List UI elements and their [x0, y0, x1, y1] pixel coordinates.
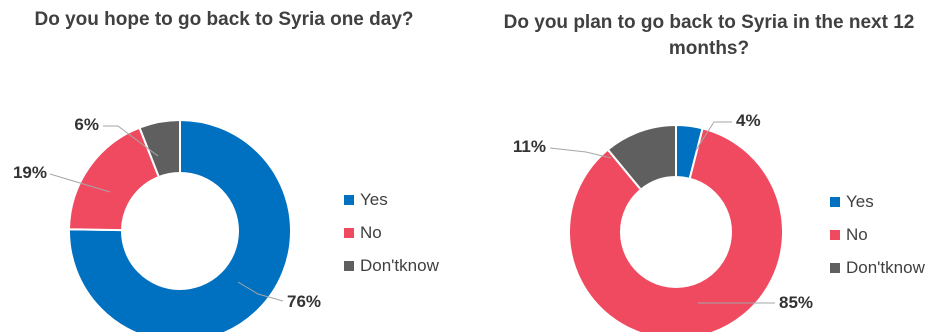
legend-item-dont-know: Don'tknow	[344, 256, 439, 276]
legend-label: Yes	[360, 190, 388, 209]
slice-dont-know	[138, 118, 181, 179]
leader-line	[49, 173, 111, 193]
slice-yes	[68, 118, 292, 332]
donut-chart: 76% 19% 6%	[13, 115, 321, 332]
donut-chart: 4% 85% 11%	[513, 111, 813, 332]
legend-item-yes: Yes	[344, 190, 439, 210]
data-label: 4%	[736, 111, 761, 130]
data-label: 11%	[513, 137, 546, 156]
data-label: 76%	[287, 292, 321, 311]
slice-dont-know	[606, 123, 677, 192]
legend-label: Yes	[846, 192, 874, 211]
legend-item-yes: Yes	[830, 192, 925, 212]
chart-legend: Yes No Don'tknow	[344, 190, 439, 289]
legend-label: No	[846, 225, 868, 244]
legend-swatch	[344, 228, 354, 238]
leader-line	[695, 121, 732, 151]
legend-swatch	[344, 195, 354, 205]
chart-plan-return: 4% 85% 11% Do you plan to go back to Syria…	[466, 0, 932, 332]
legend-swatch	[830, 263, 840, 273]
legend-item-no: No	[344, 223, 439, 243]
legend-label: Don'tknow	[360, 256, 439, 275]
chart-title: Do you plan to go back to Syria in the n…	[503, 12, 915, 59]
chart-title: Do you hope to go back to Syria one day?	[34, 9, 414, 30]
chart-legend: Yes No Don'tknow	[830, 192, 925, 291]
chart-hope-return: 76% 19% 6% Do you hope to go back to Syria…	[13, 9, 439, 332]
legend-label: Don'tknow	[846, 258, 925, 277]
legend-swatch	[830, 197, 840, 207]
data-label: 85%	[779, 293, 813, 312]
legend-item-dont-know: Don'tknow	[830, 258, 925, 278]
leader-line	[549, 147, 612, 159]
slice-no	[568, 127, 784, 332]
legend-swatch	[830, 230, 840, 240]
data-label: 19%	[13, 163, 47, 182]
leader-line	[103, 125, 159, 157]
legend-item-no: No	[830, 225, 925, 245]
leader-line	[237, 281, 284, 302]
data-label: 6%	[74, 115, 99, 134]
legend-label: No	[360, 223, 382, 242]
legend-swatch	[344, 261, 354, 271]
